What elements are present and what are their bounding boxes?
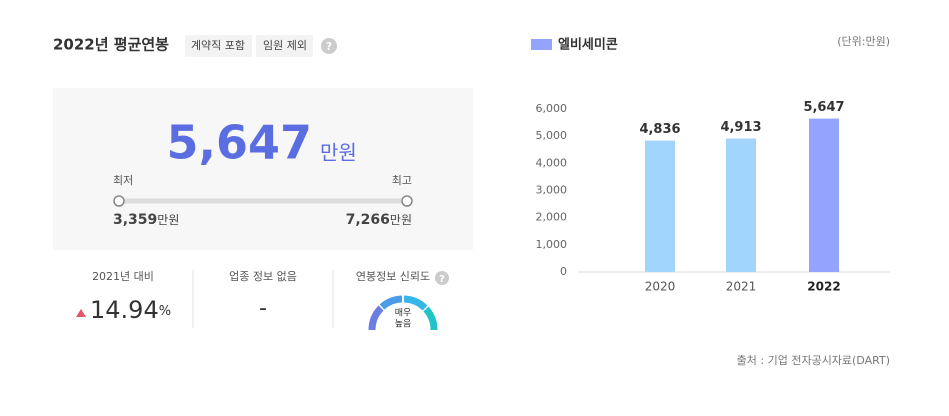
average-unit: 만원	[320, 141, 357, 165]
y-tick-label: 4,000	[536, 156, 568, 169]
max-unit: 만원	[390, 213, 412, 227]
average-value: 5,647	[166, 116, 312, 170]
source: 출처 : 기업 전자공시자료(DART)	[737, 354, 890, 367]
unit-note: (단위:만원)	[837, 35, 890, 48]
min-number: 3,359	[113, 212, 157, 228]
gauge-segment	[368, 305, 384, 331]
gauge-segment	[423, 306, 438, 331]
legend-swatch	[531, 39, 552, 50]
title: 2022년 평균연봉	[53, 36, 169, 54]
range-min	[113, 195, 125, 207]
stat-label: 연봉정보 신뢰도	[356, 270, 430, 283]
summary-box	[53, 88, 473, 250]
stat-label: 업종 정보 없음	[229, 270, 297, 283]
max-number: 7,266	[346, 212, 390, 228]
stat-value: 14.94%	[90, 296, 171, 324]
x-tick-label: 2020	[645, 280, 676, 294]
legend-label: 엘비세미콘	[558, 37, 618, 53]
change-number: 14.94	[90, 296, 159, 324]
y-tick-label: 2,000	[536, 211, 568, 224]
change-unit: %	[159, 304, 171, 319]
y-tick-label: 5,000	[536, 129, 568, 142]
min-value: 3,359만원	[113, 212, 179, 228]
range-max	[401, 195, 413, 207]
gauge-text: 매우	[395, 308, 412, 319]
gauge	[368, 295, 438, 331]
value-label: 5,647	[803, 100, 844, 115]
y-tick-label: 3,000	[536, 184, 568, 197]
x-tick-label: 2022	[807, 280, 840, 294]
stat-value: -	[259, 296, 267, 321]
min-unit: 만원	[157, 213, 179, 227]
value-label: 4,836	[639, 122, 680, 137]
y-tick-label: 0	[560, 265, 567, 278]
value-label: 4,913	[720, 120, 761, 135]
x-tick-label: 2021	[726, 280, 757, 294]
gauge-segment	[379, 295, 403, 310]
tag-bg	[256, 35, 313, 57]
bar	[726, 138, 756, 272]
stat-label: 2021년 대비	[92, 270, 154, 283]
bar	[645, 140, 675, 272]
tag-bg	[185, 35, 252, 57]
tag: 임원 제외	[263, 39, 307, 52]
tag: 계약직 포함	[191, 38, 245, 52]
up-arrow	[76, 309, 86, 317]
min-label: 최저	[113, 174, 133, 187]
y-tick-label: 1,000	[536, 238, 568, 251]
y-tick-label: 6,000	[536, 102, 568, 115]
help-icon[interactable]	[435, 271, 449, 285]
bar-chart: 엘비세미콘 (단위:만원) 0 1,000 2,000 3,000 4,000 5,000 6,…	[531, 35, 890, 294]
gauge-text: 높음	[395, 319, 412, 330]
help-icon-text[interactable]: ?	[326, 40, 332, 53]
bar	[809, 118, 839, 272]
max-label: 최고	[392, 174, 412, 187]
help-icon-text[interactable]: ?	[439, 274, 445, 285]
help-icon[interactable]	[321, 38, 337, 54]
gauge-segment	[403, 295, 428, 311]
max-value: 7,266만원	[346, 212, 412, 228]
